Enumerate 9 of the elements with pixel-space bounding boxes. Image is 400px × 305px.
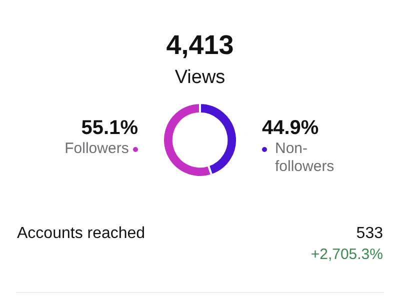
chart-subtitle: Views bbox=[174, 67, 226, 89]
text: Accounts reached bbox=[17, 225, 146, 243]
slice-label: Followers bbox=[64, 140, 130, 158]
data-label: 44.9% bbox=[262, 117, 320, 140]
data-label: 55.1% bbox=[80, 117, 138, 140]
text: +2,705.3% bbox=[310, 246, 383, 263]
text: 533 bbox=[356, 225, 383, 243]
legend-label: Non-followers bbox=[275, 140, 336, 176]
chart-title: 4,413 bbox=[165, 30, 235, 61]
